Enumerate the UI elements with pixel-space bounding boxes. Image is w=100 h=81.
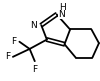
Text: F: F	[11, 37, 16, 46]
Text: F: F	[5, 52, 10, 61]
Text: F: F	[32, 65, 37, 74]
Text: H: H	[59, 3, 66, 12]
Text: N: N	[59, 10, 65, 19]
Text: N: N	[30, 21, 37, 30]
